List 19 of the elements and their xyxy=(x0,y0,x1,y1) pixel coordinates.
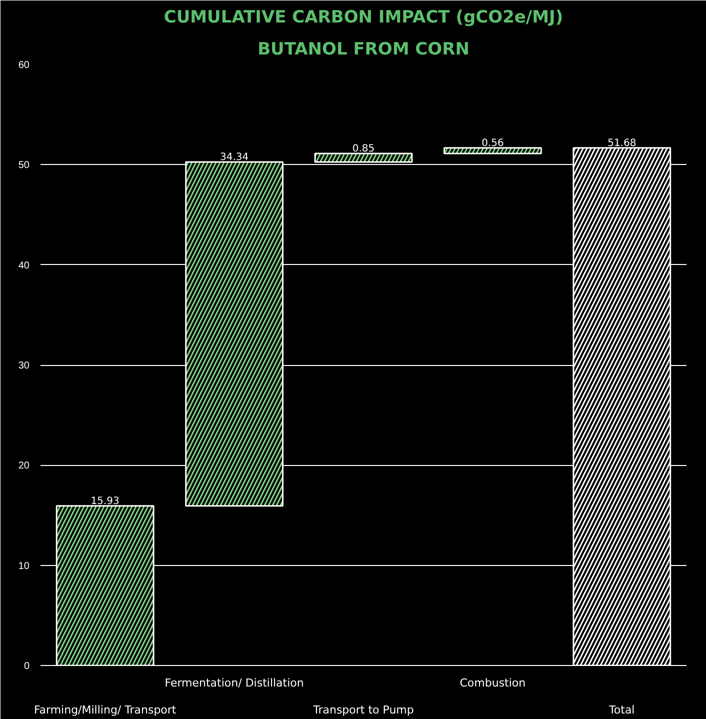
x-tick-label: Total xyxy=(608,704,635,716)
y-tick-label: 20 xyxy=(18,460,30,472)
y-tick-label: 50 xyxy=(18,160,30,172)
y-tick-label: 30 xyxy=(18,360,30,372)
data-label: 15.93 xyxy=(90,496,120,507)
y-tick-label: 60 xyxy=(18,60,30,71)
y-tick-label: 10 xyxy=(18,560,30,572)
data-label: 34.34 xyxy=(220,152,249,163)
x-tick-label: Combustion xyxy=(460,676,526,690)
chart-title: CUMULATIVE CARBON IMPACT (gCO2e/MJ) xyxy=(164,8,564,28)
data-label: 0.85 xyxy=(352,143,375,154)
data-label: 51.68 xyxy=(608,138,636,149)
x-tick-label: Transport to Pump xyxy=(312,704,414,716)
data-label: 0.56 xyxy=(482,138,504,149)
y-tick-label: 0 xyxy=(24,661,30,672)
x-tick-label: Fermentation/ Distillation xyxy=(164,676,304,690)
y-tick-label: 40 xyxy=(18,260,30,272)
chart-subtitle: BUTANOL FROM CORN xyxy=(258,40,470,60)
x-tick-label: Farming/Milling/ Transport xyxy=(34,704,177,716)
